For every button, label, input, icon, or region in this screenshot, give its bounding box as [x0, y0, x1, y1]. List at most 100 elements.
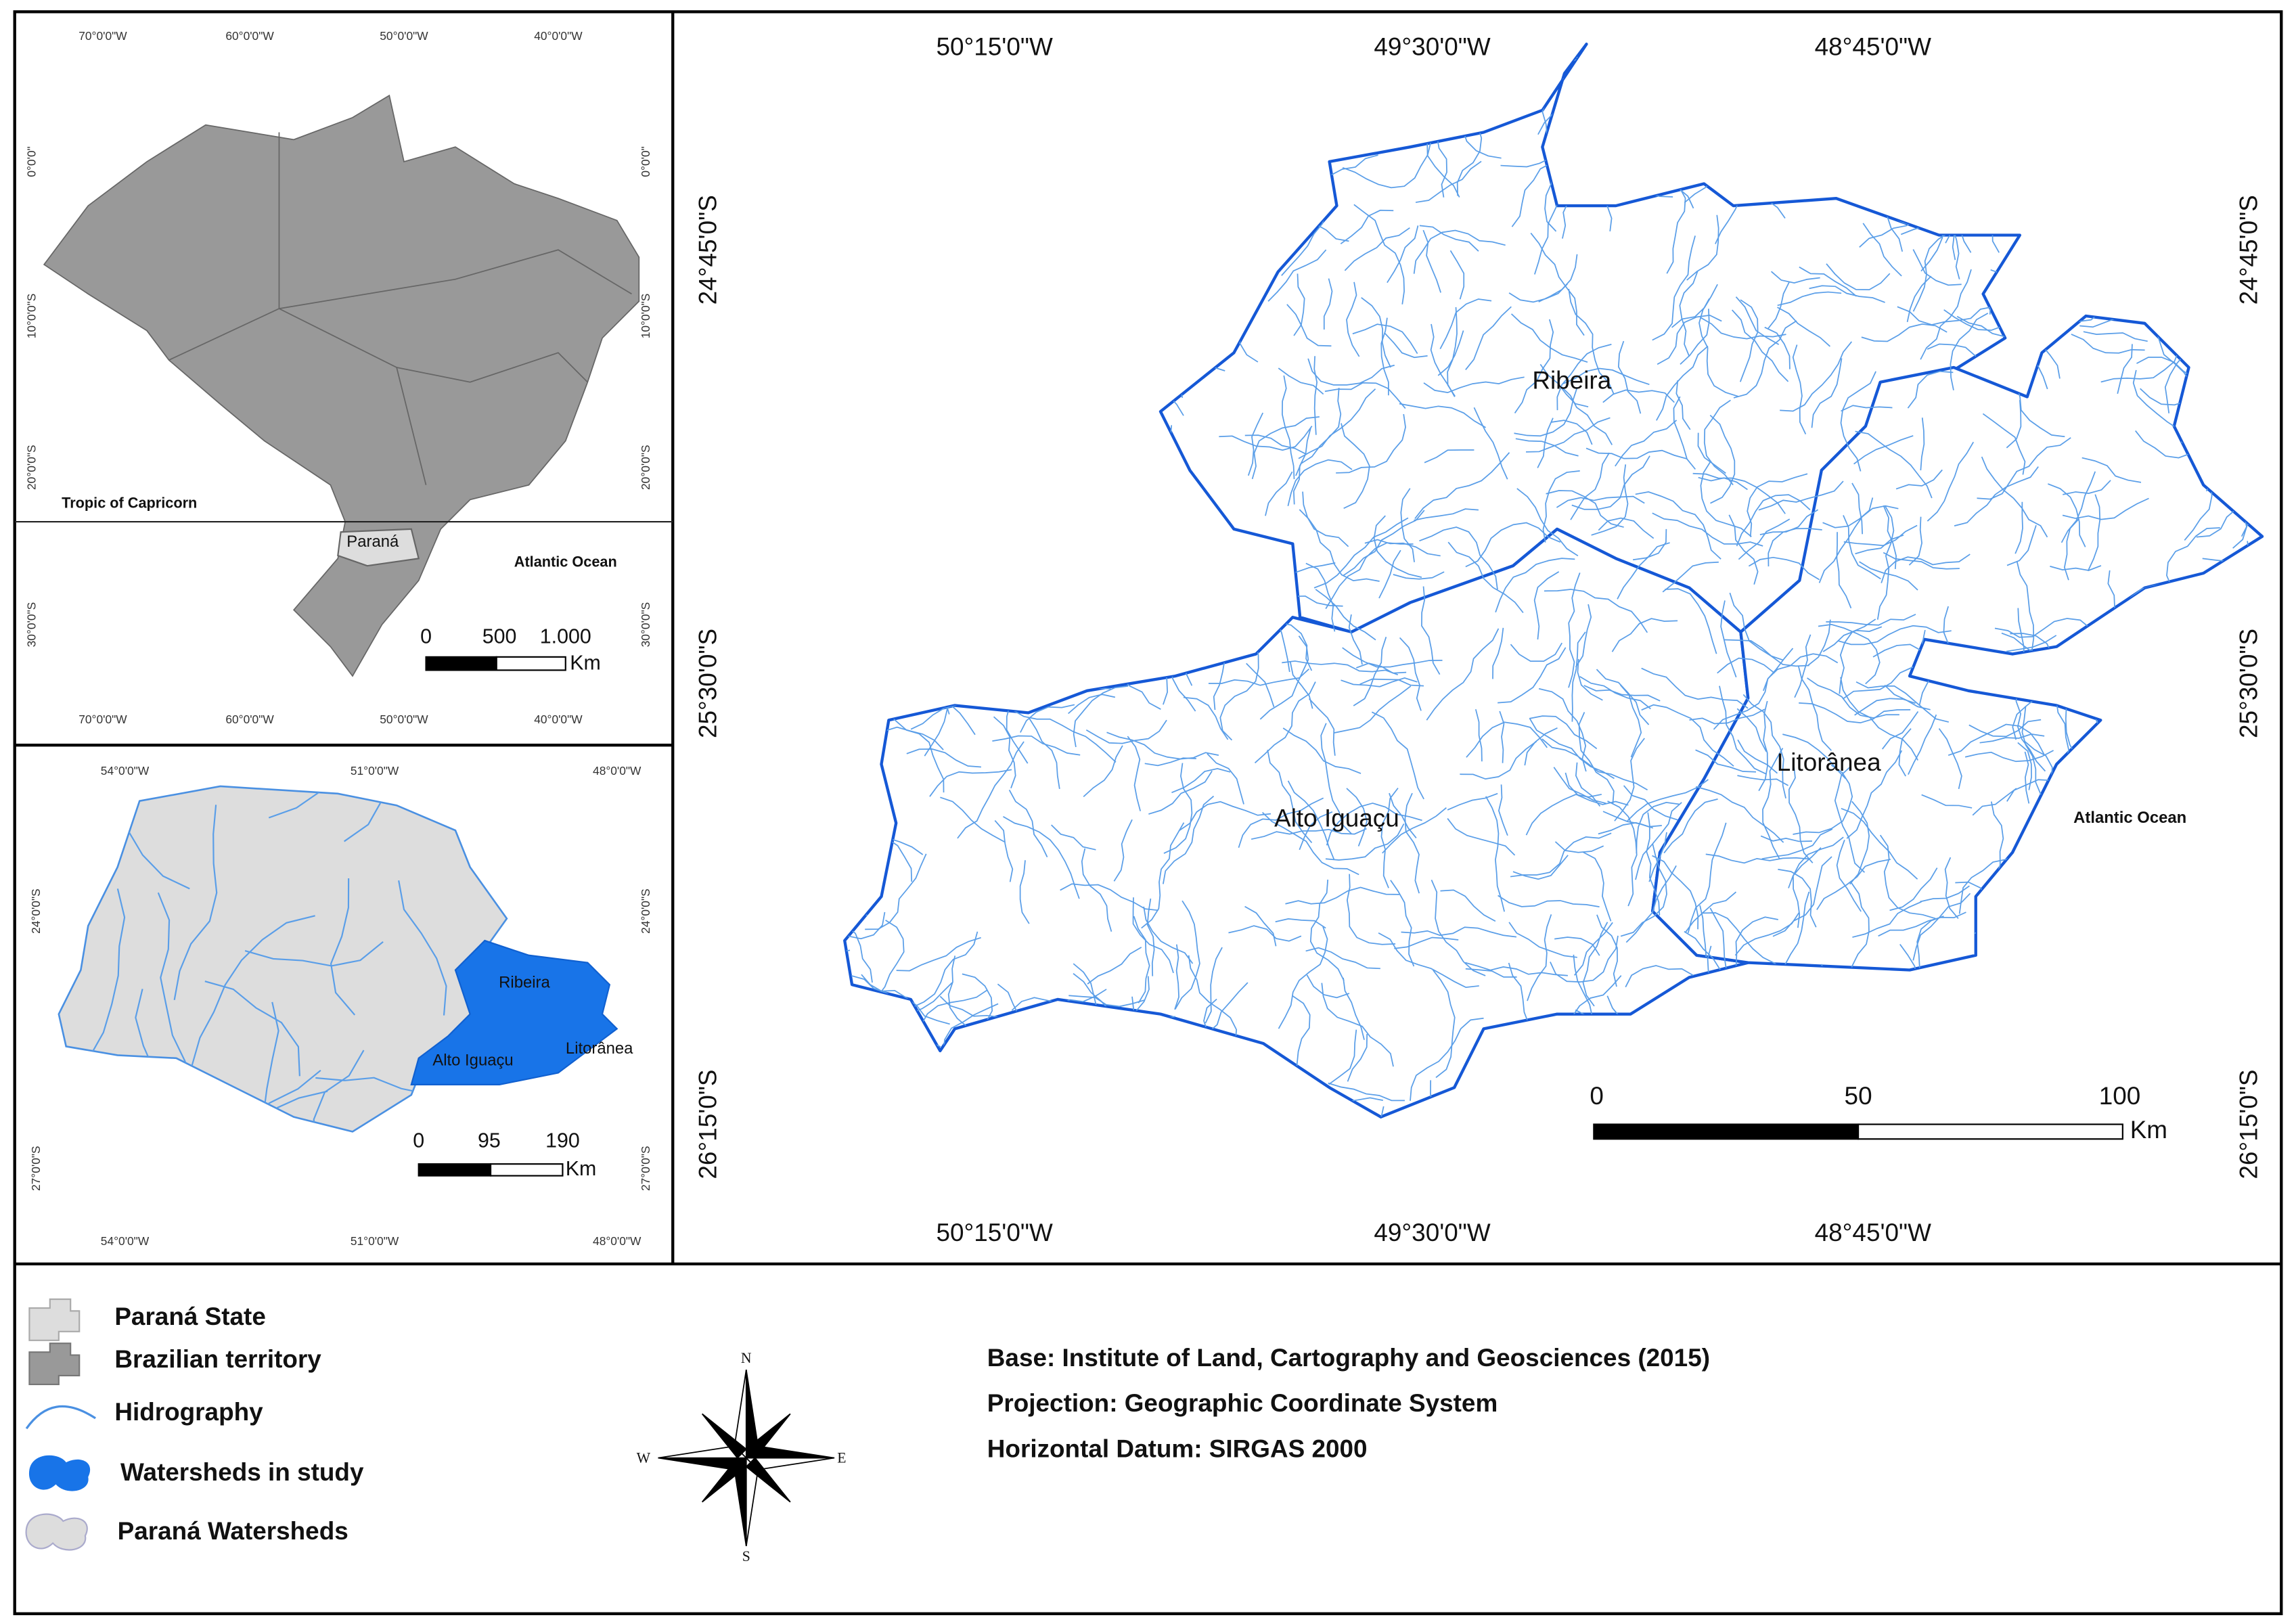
river	[1262, 812, 1359, 876]
river	[1737, 775, 1788, 786]
coord-label: 49°30'0"W	[1374, 1219, 1490, 1246]
legend-icon	[28, 1298, 81, 1341]
river	[1313, 356, 1318, 435]
river	[2050, 565, 2102, 571]
river	[1244, 905, 1277, 947]
river	[2006, 400, 2022, 449]
river	[1758, 480, 1844, 511]
scale-label: 0	[413, 1129, 424, 1152]
river	[1809, 285, 1885, 303]
river	[1498, 784, 1508, 836]
river	[1447, 818, 1516, 856]
scale-label: 190	[545, 1129, 580, 1152]
river	[1526, 417, 1611, 453]
coord-label: 30°0'0"S	[639, 602, 652, 648]
river	[1762, 748, 1784, 859]
river	[1424, 449, 1475, 464]
river	[1550, 420, 1593, 445]
river	[1003, 815, 1080, 899]
river	[1565, 772, 1629, 806]
coord-label: 60°0'0"W	[225, 29, 274, 43]
river	[1848, 882, 1870, 980]
coord-label: 50°15'0"W	[936, 32, 1052, 60]
coord-label: 24°45'0"S	[2234, 195, 2262, 304]
river	[1851, 482, 1864, 535]
river	[1384, 332, 1428, 359]
coord-label: 40°0'0"W	[534, 29, 583, 43]
river	[1571, 455, 1650, 510]
coord-label: 26°15'0"S	[2234, 1069, 2262, 1179]
river	[861, 974, 950, 1025]
river	[1510, 832, 1612, 878]
overview-map: 70°0'0"W 60°0'0"W 50°0'0"W 40°0'0"W 70°0…	[14, 29, 673, 726]
coord-label: 51°0'0"W	[351, 1234, 399, 1248]
river	[1883, 505, 1897, 570]
river	[1554, 841, 1604, 853]
river	[1083, 745, 1123, 798]
river	[1495, 558, 1575, 613]
river	[1641, 667, 1749, 709]
river	[1251, 828, 1367, 840]
river	[1401, 926, 1517, 938]
river	[1419, 526, 1498, 590]
river	[1836, 839, 1862, 912]
river	[1399, 637, 1422, 711]
river	[1954, 466, 2039, 526]
river	[1982, 413, 2026, 475]
river	[1299, 509, 1380, 582]
river	[1449, 250, 1465, 300]
river	[1641, 704, 1734, 767]
river	[1685, 891, 1737, 932]
river	[1854, 698, 1916, 716]
river	[1278, 926, 1328, 1029]
legend-label: Paraná Watersheds	[118, 1517, 348, 1545]
river	[1320, 723, 1353, 835]
river	[1671, 284, 1718, 328]
river	[1895, 469, 1943, 490]
river	[2071, 334, 2145, 354]
watershed-label: Alto Iguaçu	[1274, 805, 1399, 832]
river	[1596, 914, 1618, 987]
river	[1656, 345, 1709, 421]
scale-bar	[1858, 1123, 2123, 1140]
river	[1285, 886, 1399, 905]
scale-unit: Km	[566, 1157, 597, 1180]
river	[173, 805, 218, 1000]
river	[1646, 812, 1661, 916]
river	[1465, 968, 1517, 978]
river	[2021, 706, 2042, 795]
scale-unit: Km	[2130, 1116, 2167, 1144]
coord-label: 70°0'0"W	[78, 29, 127, 43]
river	[929, 769, 1012, 797]
scale-bar	[489, 1163, 564, 1177]
river	[1777, 291, 1842, 307]
scale-label: 1.000	[540, 625, 591, 648]
river	[1635, 802, 1682, 880]
state-border	[278, 132, 427, 485]
river	[1717, 657, 1775, 674]
river	[1729, 592, 1784, 661]
river	[1323, 278, 1333, 330]
coord-label: 54°0'0"W	[101, 1234, 150, 1248]
river	[1855, 534, 1904, 555]
river	[1529, 718, 1615, 780]
river	[1958, 853, 2019, 914]
river	[1178, 800, 1271, 832]
river	[1689, 708, 1765, 725]
river	[1853, 435, 1914, 465]
coord-label: 25°30'0"S	[694, 629, 721, 738]
river	[1582, 922, 1608, 1007]
litoranea	[1651, 314, 2264, 972]
river	[1907, 370, 1954, 409]
coord-label: 25°30'0"S	[2234, 629, 2262, 738]
ocean-label: Atlantic Ocean	[2073, 809, 2186, 827]
river	[1788, 847, 1822, 888]
river	[1447, 307, 1458, 397]
river	[1977, 437, 2071, 500]
river	[1731, 309, 1789, 382]
river	[1792, 344, 1807, 434]
credit-line: Horizontal Datum: SIRGAS 2000	[987, 1435, 1368, 1462]
river	[1591, 464, 1629, 536]
river	[1466, 721, 1548, 758]
river	[1881, 554, 1971, 583]
